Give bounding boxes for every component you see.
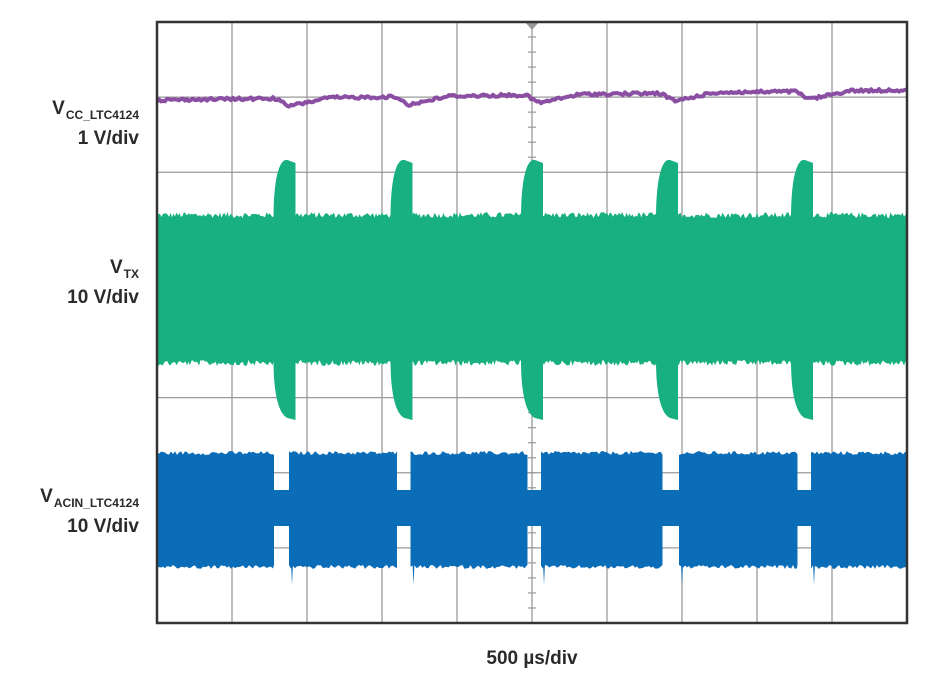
traces bbox=[155, 87, 908, 585]
vacin-spike bbox=[541, 518, 547, 585]
vtx-burst-bottom bbox=[521, 360, 543, 420]
vtx-burst-top bbox=[656, 159, 678, 218]
vtx-burst-top bbox=[791, 159, 813, 218]
vtx-burst-top bbox=[521, 159, 543, 218]
channel-scale-vtx: 10 V/div bbox=[67, 287, 139, 308]
vacin-spike bbox=[410, 518, 417, 585]
vtx-burst-top bbox=[273, 159, 296, 218]
channel-scale-vcc: 1 V/div bbox=[77, 128, 139, 149]
vtx-burst-bottom bbox=[273, 360, 296, 420]
channel-label-vtx: VTX 10 V/div bbox=[67, 257, 139, 308]
vacin-block bbox=[157, 451, 274, 569]
vacin-spike bbox=[289, 518, 295, 585]
vacin-block bbox=[811, 451, 907, 569]
vacin-gap-band bbox=[527, 490, 541, 526]
vtx-burst-top bbox=[390, 159, 413, 218]
vcc-trace bbox=[155, 87, 908, 109]
vacin-gap-band bbox=[797, 490, 811, 526]
vacin-spike bbox=[811, 518, 817, 585]
vacin-spike bbox=[679, 518, 685, 585]
channel-label-vacin: VACIN_LTC4124 10 V/div bbox=[40, 486, 139, 537]
vtx-burst-bottom bbox=[656, 360, 678, 420]
vacin-gap-band bbox=[397, 490, 411, 526]
vacin-block bbox=[541, 451, 663, 569]
vacin-block bbox=[410, 451, 528, 569]
vacin-block bbox=[679, 451, 798, 569]
vtx-envelope bbox=[157, 212, 907, 366]
plot-border bbox=[155, 20, 909, 625]
plot-frame bbox=[155, 20, 909, 625]
vacin-gap-band bbox=[662, 490, 679, 526]
channel-label-vcc: VCC_LTC4124 1 V/div bbox=[52, 98, 139, 149]
vtx-burst-bottom bbox=[390, 360, 413, 420]
trigger-marker bbox=[525, 22, 539, 30]
vacin-block bbox=[289, 451, 397, 569]
vtx-burst-bottom bbox=[791, 360, 813, 420]
channel-scale-vacin: 10 V/div bbox=[67, 516, 139, 537]
x-axis-label: 500 µs/div bbox=[486, 648, 578, 669]
vacin-gap-band bbox=[274, 490, 289, 526]
